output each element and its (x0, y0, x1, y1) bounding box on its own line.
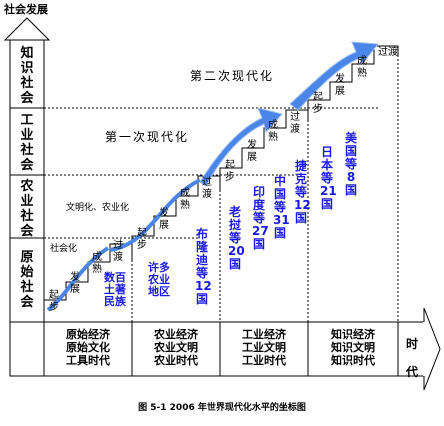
stage-start-4: 起步 (313, 92, 323, 115)
staircase-primitive (43, 243, 133, 322)
stage-start-1: 起步 (49, 290, 59, 313)
page-title: 社会发展 (4, 3, 48, 16)
stage-mature-1: 成熟 (92, 252, 102, 275)
era-knowledge: 知识经济 知识文明 知识时代 (331, 328, 375, 367)
stage-transition-3: 过渡 (290, 112, 300, 135)
annotation-civilization: 文明化、农业化 (66, 203, 130, 213)
y-axis-arrowhead (3, 17, 51, 41)
stage-develop-3: 发展 (247, 140, 257, 163)
group-india: 印度等27国 (252, 185, 269, 251)
level-agricultural: 农业社会 (20, 179, 34, 239)
stage-transition-4: 过渡 (378, 47, 398, 58)
second-wave-arrow (289, 41, 379, 111)
staircase-industrial (219, 109, 309, 190)
era-industrial: 工业经济 工业文明 工业时代 (242, 328, 286, 367)
annotation-socialization: 社会化 (50, 244, 78, 254)
staircase-knowledge (307, 45, 399, 120)
curve-socialization (46, 246, 110, 312)
group-primitive: 数百土著民族 (104, 271, 126, 308)
era-agricultural: 农业经济 农业文明 农业时代 (154, 328, 198, 367)
level-knowledge: 知识社会 (20, 46, 34, 106)
figure-caption: 图 5-1 2006 年世界现代化水平的坐标图 (138, 403, 306, 413)
stage-mature-2: 成熟 (180, 188, 190, 211)
stage-develop-1: 发展 (70, 272, 80, 295)
group-laowo: 老挝等20国 (228, 205, 245, 271)
curve-agricultural (109, 178, 201, 252)
x-axis-label: 时代 (406, 337, 419, 379)
first-wave-arrow (199, 107, 283, 187)
group-japan: 日本等21国 (320, 145, 337, 211)
group-usa: 美国等8国 (344, 131, 357, 197)
stage-develop-2: 发展 (159, 208, 169, 231)
annotation-first-wave: 第一次现代化 (105, 130, 190, 144)
stage-start-3: 起步 (225, 160, 235, 183)
stage-mature-4: 成熟 (357, 56, 367, 79)
annotation-second-wave: 第二次现代化 (190, 69, 275, 83)
stage-start-2: 起步 (137, 228, 147, 251)
x-axis-arrowhead (423, 307, 441, 391)
stage-mature-3: 成熟 (268, 120, 278, 143)
stage-develop-4: 发展 (335, 74, 345, 97)
group-czech: 捷克等12国 (294, 159, 311, 225)
era-primitive: 原始经济 原始文化 工具时代 (66, 328, 110, 367)
group-china: 中国等31国 (273, 174, 290, 240)
level-industrial: 工业社会 (20, 113, 34, 173)
group-bulongdi: 布隆迪等12国 (195, 227, 212, 306)
level-primitive: 原始社会 (20, 250, 34, 310)
group-agri: 许多农业地区 (148, 261, 170, 298)
stage-transition-2: 过渡 (202, 177, 212, 200)
stage-transition-1: 过渡 (113, 240, 123, 263)
